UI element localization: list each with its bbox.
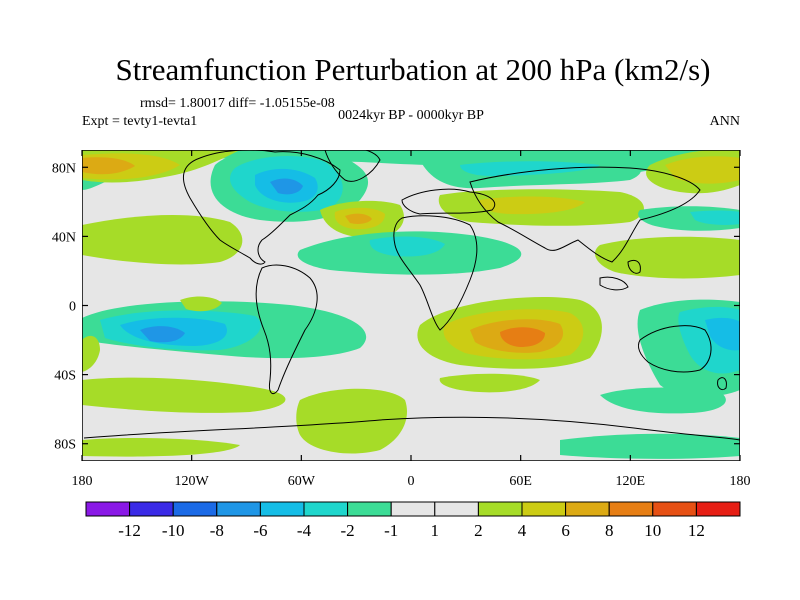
colorbar-label: -2 — [341, 521, 355, 540]
colorbar-label: 4 — [518, 521, 527, 540]
season-label: ANN — [710, 114, 740, 129]
y-tick-label: 80N — [52, 161, 76, 176]
colorbar-swatch — [390, 501, 436, 517]
colorbar-label: -6 — [253, 521, 267, 540]
colorbar-swatch — [259, 501, 305, 517]
colorbar-label: 1 — [431, 521, 440, 540]
experiment-label: Expt = tevty1-tevta1 — [82, 114, 197, 129]
colorbar-label: -1 — [384, 521, 398, 540]
colorbar-swatch — [347, 501, 392, 517]
y-tick-label: 0 — [69, 300, 76, 315]
y-axis: 80N 40N 0 40S 80S — [52, 161, 740, 453]
colorbar-swatch — [608, 501, 654, 517]
colorbar-swatch — [434, 501, 479, 517]
colorbar-label: 10 — [644, 521, 661, 540]
y-tick-label: 40S — [54, 369, 76, 384]
colorbar-swatch — [216, 501, 261, 517]
colorbar-swatch — [521, 501, 567, 517]
y-tick-label: 40N — [52, 230, 76, 245]
colorbar-swatch — [129, 501, 174, 517]
colorbar-label: 12 — [688, 521, 705, 540]
x-axis: 180 120W 60W 0 60E 120E 180 — [72, 150, 751, 489]
colorbar-label: -4 — [297, 521, 312, 540]
period-label: 0024kyr BP - 0000kyr BP — [338, 108, 484, 123]
contour-fills — [82, 150, 740, 459]
colorbar-swatch — [695, 501, 741, 517]
x-tick-label: 180 — [730, 474, 751, 489]
y-tick-label: 80S — [54, 438, 76, 453]
colorbar-label: 8 — [605, 521, 614, 540]
x-tick-label: 120E — [616, 474, 646, 489]
colorbar-swatch — [303, 501, 349, 517]
colorbar-label: -10 — [162, 521, 185, 540]
x-tick-label: 120W — [175, 474, 210, 489]
x-tick-label: 60W — [288, 474, 316, 489]
colorbar-label: 6 — [561, 521, 570, 540]
map-panel — [82, 150, 740, 461]
colorbar-label: -12 — [118, 521, 141, 540]
x-tick-label: 180 — [72, 474, 93, 489]
colorbar-swatch — [85, 501, 131, 517]
colorbar-label: -8 — [210, 521, 224, 540]
colorbar-swatch — [477, 501, 523, 517]
colorbar-swatch — [565, 501, 610, 517]
rmsd-label: rmsd= 1.80017 diff= -1.05155e-08 — [140, 96, 335, 111]
chart-title: Streamfunction Perturbation at 200 hPa (… — [116, 52, 711, 87]
coastlines — [83, 150, 740, 441]
colorbar-label: 2 — [474, 521, 483, 540]
x-tick-label: 0 — [408, 474, 415, 489]
colorbar-swatch — [172, 501, 218, 517]
colorbar-swatch — [652, 501, 697, 517]
colorbar: -12 -10 -8 -6 -4 -2 -1 1 2 4 6 8 10 12 — [85, 501, 741, 540]
x-tick-label: 60E — [509, 474, 532, 489]
